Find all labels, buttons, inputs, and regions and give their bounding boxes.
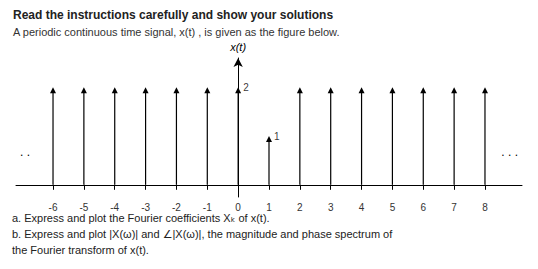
svg-text:x(t): x(t) <box>229 41 246 53</box>
svg-text:. .: . . <box>20 145 30 159</box>
svg-text:-5: -5 <box>79 202 88 213</box>
svg-text:2: 2 <box>297 202 303 213</box>
svg-text:A periodic continuous time sig: A periodic continuous time signal, x(t) … <box>13 26 340 38</box>
svg-text:1: 1 <box>274 131 280 142</box>
svg-text:7: 7 <box>451 202 457 213</box>
svg-text:Read the instructions carefull: Read the instructions carefully and show… <box>13 8 333 22</box>
svg-text:4: 4 <box>359 202 365 213</box>
svg-text:-4: -4 <box>110 202 119 213</box>
svg-text:-6: -6 <box>49 202 58 213</box>
svg-text:1: 1 <box>266 202 272 213</box>
svg-text:8: 8 <box>482 202 488 213</box>
svg-text:5: 5 <box>390 202 396 213</box>
svg-text:3: 3 <box>328 202 334 213</box>
svg-text:2: 2 <box>243 82 249 93</box>
svg-text:6: 6 <box>420 202 426 213</box>
svg-text:-1: -1 <box>203 202 212 213</box>
svg-text:the Fourier transform of x(t).: the Fourier transform of x(t). <box>12 244 149 256</box>
svg-text:. . .: . . . <box>501 145 518 159</box>
svg-text:-3: -3 <box>141 202 150 213</box>
svg-text:0: 0 <box>235 202 241 213</box>
svg-text:-2: -2 <box>172 202 181 213</box>
svg-text:b. Express and plot |X(ω)| and: b. Express and plot |X(ω)| and ∠|X(ω)|, … <box>12 228 393 240</box>
svg-text:a. Express and plot the Fourie: a. Express and plot the Fourier coeffici… <box>12 212 270 224</box>
